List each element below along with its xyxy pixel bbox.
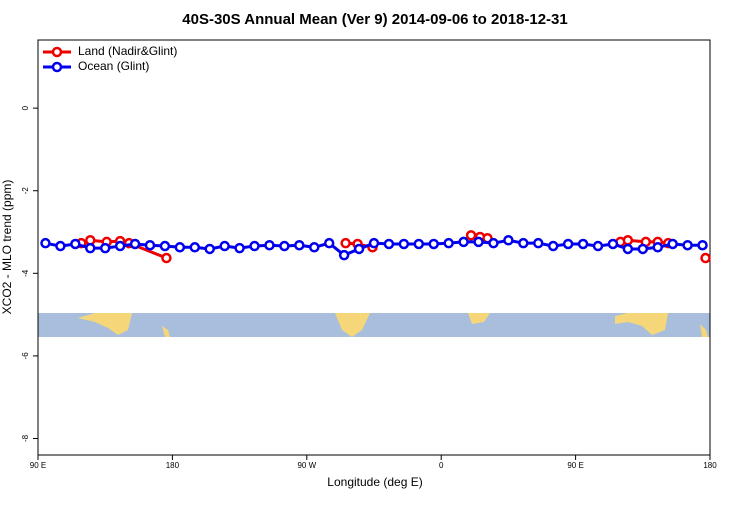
point (547, 240, 559, 252)
y-tick-label: 0 (21, 105, 30, 110)
y-axis-label: XCO2 - MLO trend (ppm) (0, 180, 14, 315)
point (85, 242, 96, 254)
point (398, 238, 410, 250)
point (159, 240, 171, 252)
point (368, 237, 380, 249)
point (323, 237, 335, 249)
point (99, 242, 111, 254)
point (234, 242, 245, 254)
point (473, 236, 484, 248)
point (488, 237, 499, 249)
point (114, 240, 126, 252)
chart-title: 40S-30S Annual Mean (Ver 9) 2014-09-06 t… (182, 11, 567, 28)
point (204, 243, 215, 255)
point (40, 237, 51, 249)
point (55, 240, 66, 252)
x-tick-label: 0 (439, 461, 444, 470)
x-tick-label: 180 (166, 461, 180, 470)
y-tick-label: -4 (21, 269, 30, 277)
point (428, 238, 439, 250)
point (458, 236, 469, 248)
point (700, 252, 711, 264)
point (161, 252, 172, 264)
point (667, 238, 678, 250)
legend-marker (51, 61, 63, 73)
point (592, 240, 604, 252)
point (189, 242, 201, 253)
point (652, 242, 663, 253)
point (637, 243, 649, 255)
map-strip (38, 313, 710, 337)
point (129, 238, 141, 250)
x-tick-label: 180 (703, 461, 717, 470)
point (219, 240, 230, 252)
point (144, 239, 156, 251)
point (562, 238, 574, 250)
legend-label: Land (Nadir&Glint) (78, 44, 177, 58)
point (249, 240, 260, 252)
point (622, 243, 634, 255)
legend-label: Ocean (Glint) (78, 59, 149, 73)
x-tick-label: 90 E (30, 461, 46, 470)
point (533, 237, 544, 249)
point (465, 230, 477, 241)
point (413, 238, 425, 250)
point (353, 243, 365, 255)
x-axis-label: Longitude (deg E) (327, 475, 422, 489)
point (264, 239, 275, 251)
point (443, 237, 454, 249)
legend-marker (51, 46, 63, 58)
point (279, 240, 290, 252)
point (622, 235, 634, 246)
point (682, 239, 693, 251)
point (309, 242, 320, 253)
x-tick-label: 90 W (297, 461, 316, 470)
plot-frame (37, 39, 711, 456)
point (518, 237, 529, 249)
point (70, 238, 81, 250)
point (383, 238, 395, 250)
point (338, 249, 350, 261)
point (294, 239, 305, 251)
point (607, 238, 619, 250)
point (503, 235, 514, 246)
y-tick-label: -2 (21, 187, 30, 195)
y-tick-label: -8 (21, 434, 30, 442)
point (577, 238, 589, 250)
x-tick-label: 90 E (567, 461, 583, 470)
point (340, 237, 351, 249)
point (697, 239, 708, 251)
y-tick-label: -6 (21, 352, 30, 360)
point (174, 242, 186, 253)
